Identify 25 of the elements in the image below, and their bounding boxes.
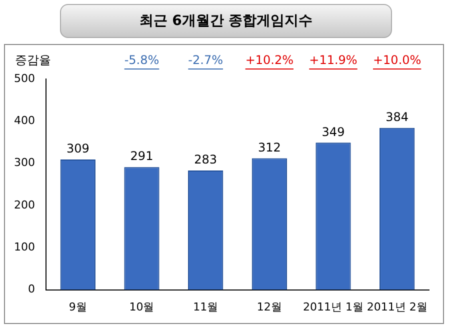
x-tick-label: 2011년 1월 [303, 300, 364, 314]
text: +10.0% [372, 53, 422, 68]
x-tick-label: 10월 [129, 300, 154, 314]
data-label: 349 [322, 124, 345, 139]
y-tick-label: 0 [28, 282, 35, 296]
data-label: 384 [386, 110, 409, 124]
x-tick-label: 9월 [68, 300, 87, 314]
data-label: 283 [194, 152, 218, 167]
chart-title: 최근 6개월간 종합게임지수 [60, 4, 392, 38]
text: -2.7% [188, 53, 223, 68]
text: -5.8% [124, 53, 160, 68]
y-tick-label: 200 [14, 198, 35, 212]
data-label: 312 [258, 140, 281, 154]
text: 증감율 [15, 53, 51, 68]
y-tick-label: 500 [14, 72, 35, 85]
x-tick-label: 12월 [256, 300, 282, 314]
x-tick-label: 11월 [193, 300, 218, 314]
y-tick-label: 400 [14, 114, 35, 128]
data-label: 291 [130, 149, 154, 164]
text: +11.9% [309, 53, 358, 68]
x-tick-label: 2011년 2월 [366, 300, 428, 314]
data-label: 309 [66, 142, 90, 156]
y-tick-label: 300 [14, 156, 35, 170]
y-tick-label: 100 [14, 240, 35, 254]
text: +10.2% [245, 53, 294, 68]
